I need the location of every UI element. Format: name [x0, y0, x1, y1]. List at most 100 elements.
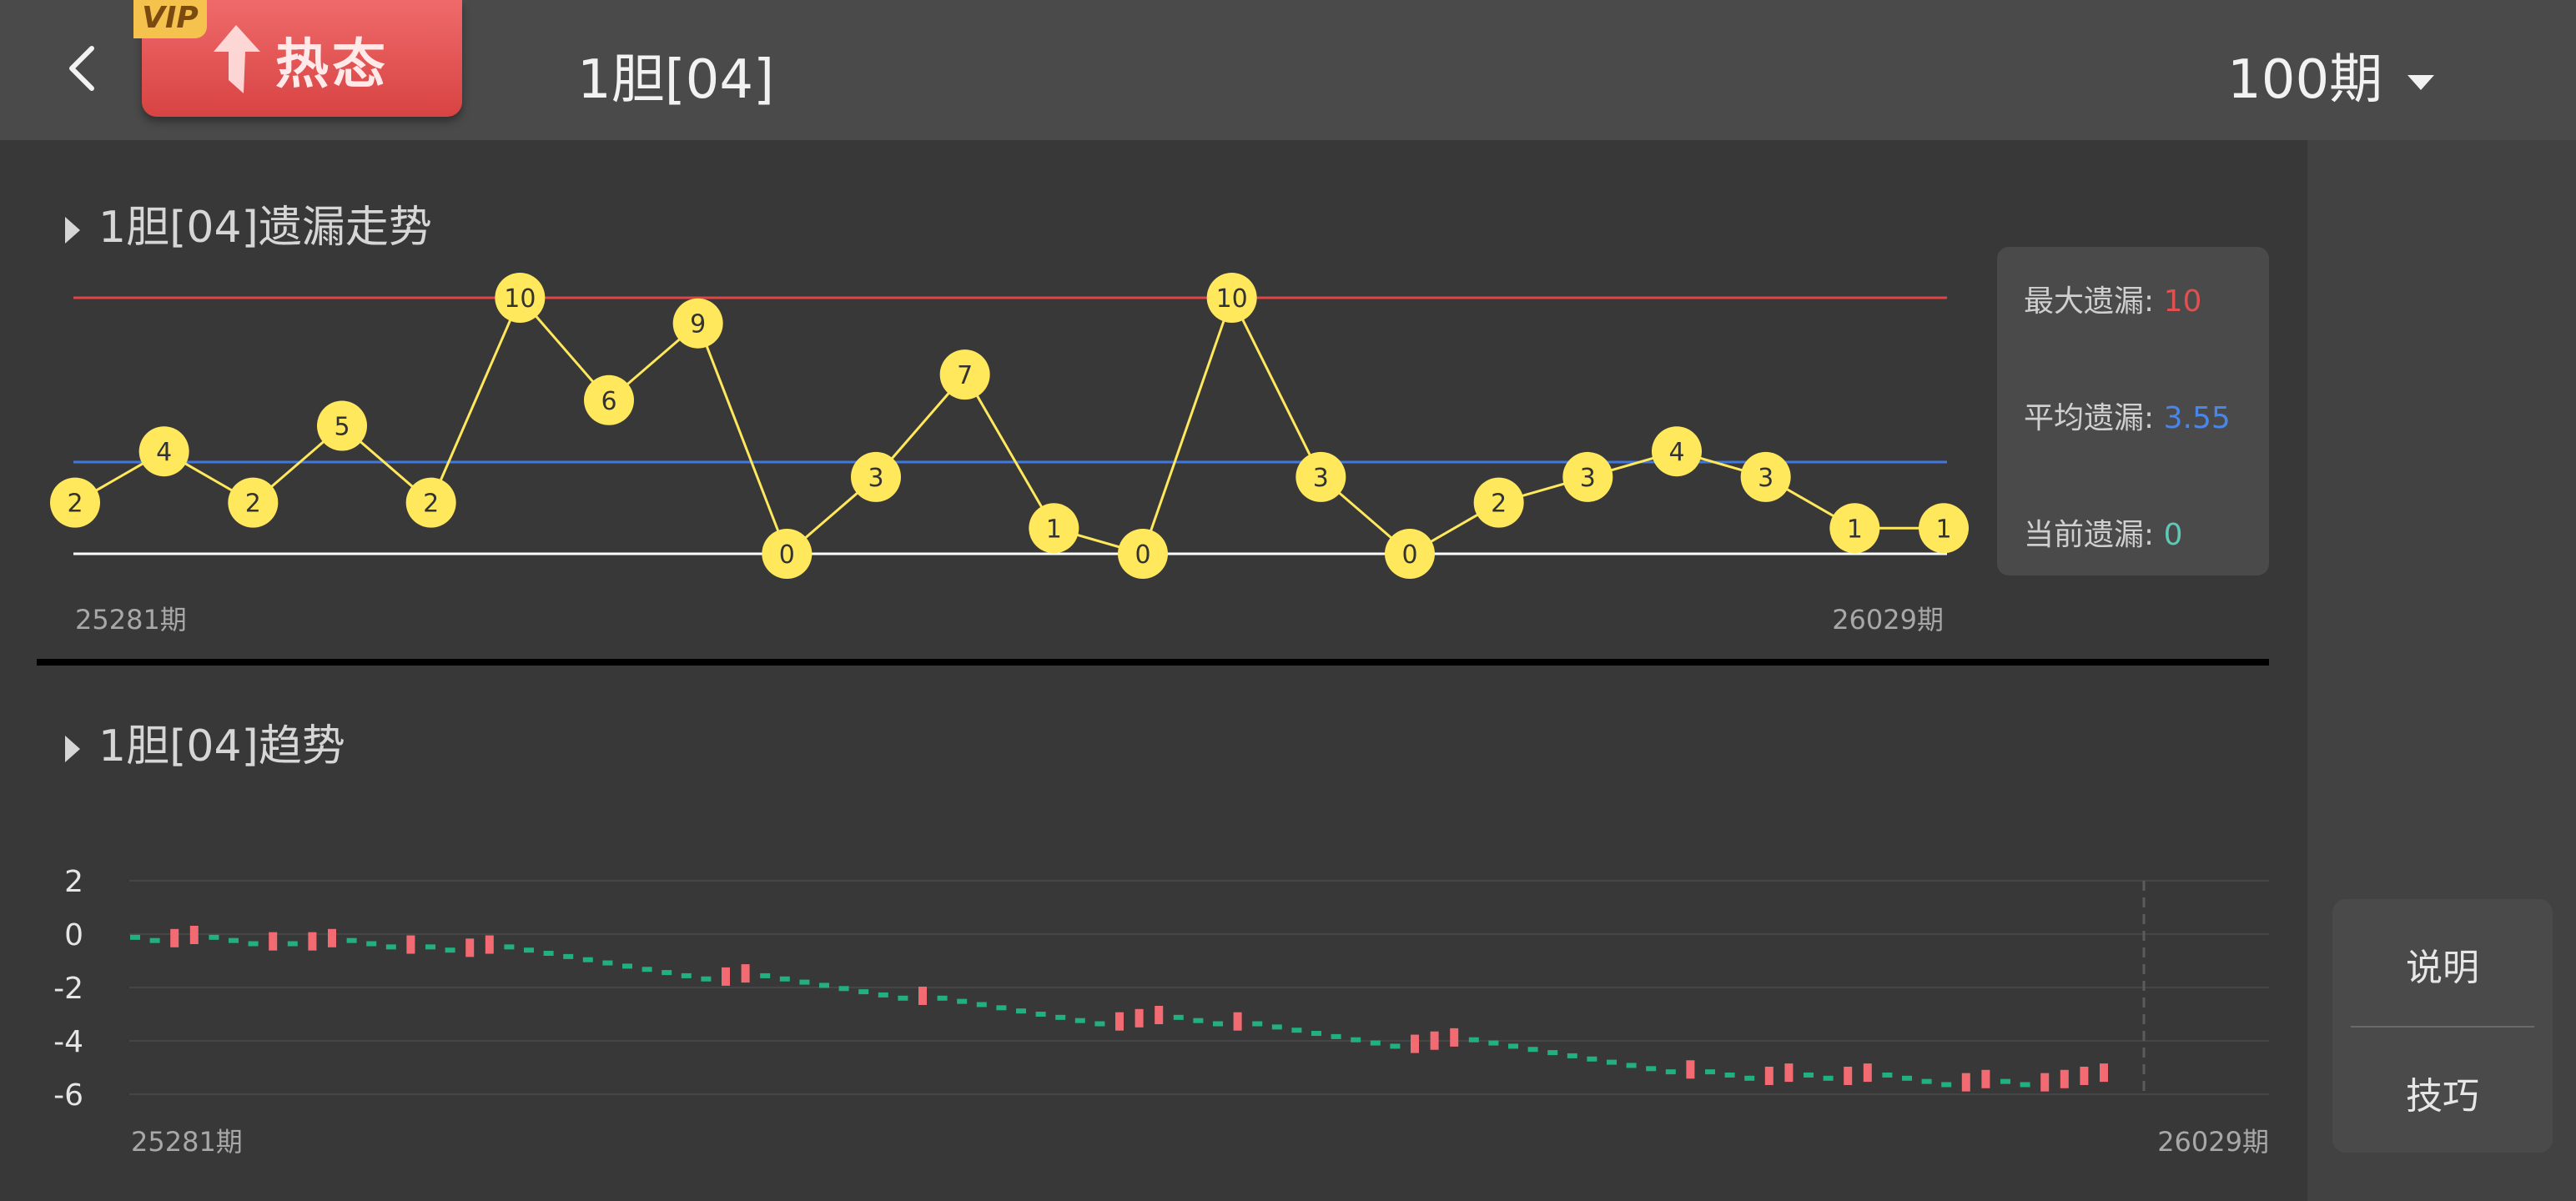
trend-down-mark [1941, 1082, 1952, 1088]
omission-point: 0 [762, 529, 813, 579]
omission-point: 7 [939, 349, 990, 400]
omission-point-marker [1385, 529, 1435, 579]
trend-up-mark [2040, 1073, 2050, 1092]
omission-point: 10 [1206, 273, 1257, 323]
max-omission-label: 最大遗漏: [2024, 284, 2155, 319]
trend-down-mark [1213, 1021, 1223, 1027]
trend-down-mark [1567, 1053, 1577, 1058]
trend-down-mark [1370, 1040, 1381, 1046]
omission-point-marker [1118, 529, 1168, 579]
avg-omission-value: 3.55 [2163, 401, 2231, 435]
arrow-up-icon [214, 25, 260, 93]
side-panel-divider [2351, 1026, 2534, 1028]
omission-point-marker [584, 374, 634, 425]
trend-down-mark [563, 953, 574, 959]
trend-down-mark [602, 960, 613, 966]
period-value: 100期 [2227, 49, 2383, 111]
trend-y-tick: -2 [53, 972, 83, 1006]
omission-point-marker [228, 477, 279, 528]
omission-point-label: 3 [1313, 464, 1329, 493]
trend-down-mark [1074, 1018, 1085, 1023]
trend-down-mark [2000, 1078, 2010, 1084]
trend-down-mark [1035, 1012, 1046, 1017]
trend-down-mark [1351, 1037, 1361, 1043]
trend-down-mark [1547, 1050, 1558, 1056]
trend-down-mark [504, 944, 515, 950]
omission-point-marker [1562, 451, 1613, 502]
trend-up-mark [741, 964, 750, 983]
omission-end-label: 26029期 [1832, 604, 1944, 636]
omission-point-marker [405, 477, 456, 528]
omission-point-label: 2 [1491, 490, 1507, 519]
trend-down-mark [1094, 1021, 1105, 1027]
tips-button[interactable]: 技巧 [2406, 1075, 2479, 1118]
omission-point-label: 1 [1935, 515, 1951, 544]
omission-stats-panel: 最大遗漏: 10 平均遗漏: 3.55 当前遗漏: 0 [1997, 247, 2269, 575]
omission-point-label: 2 [245, 490, 261, 519]
omission-section-title: 1胆[04]遗漏走势 [65, 192, 432, 254]
explanation-button[interactable]: 说明 [2406, 947, 2479, 989]
omission-point-marker [138, 426, 189, 477]
trend-up-mark [170, 928, 179, 947]
trend-down-mark [1291, 1028, 1302, 1033]
omission-point-label: 0 [779, 540, 795, 570]
trend-up-mark [1686, 1060, 1695, 1079]
trend-down-mark [1390, 1043, 1401, 1049]
trend-down-mark [1626, 1063, 1637, 1068]
omission-point: 2 [1473, 477, 1524, 528]
caret-right-icon [65, 217, 80, 244]
trend-down-mark [1311, 1031, 1321, 1037]
trend-down-mark [819, 982, 829, 988]
omission-point-label: 9 [690, 310, 706, 339]
trend-down-mark [2020, 1082, 2030, 1088]
trend-chart: 2 0 -2 -4 -6 25281期 26029期 [53, 865, 2269, 1158]
trend-down-mark [130, 934, 140, 940]
trend-down-mark [779, 976, 790, 982]
omission-point-label: 6 [601, 387, 616, 416]
trend-down-mark [1744, 1075, 1755, 1081]
trend-up-mark [406, 935, 415, 954]
omission-point: 3 [1740, 451, 1791, 502]
trend-down-mark [1331, 1033, 1341, 1039]
omission-segment [430, 297, 521, 504]
omission-point: 2 [405, 477, 456, 528]
chevron-left-icon [69, 46, 94, 91]
omission-segment [1230, 297, 1322, 478]
trend-y-tick: 2 [64, 865, 83, 899]
omission-point: 2 [228, 477, 279, 528]
trend-down-mark [1193, 1018, 1204, 1023]
trend-up-mark [269, 932, 278, 951]
trend-up-mark [465, 938, 475, 957]
omission-segment [697, 323, 788, 555]
trend-up-mark [308, 932, 317, 951]
hot-state-badge[interactable]: 热态 [142, 0, 462, 117]
trend-up-mark [1411, 1034, 1419, 1053]
trend-down-mark [1252, 1021, 1263, 1027]
trend-down-mark [1468, 1037, 1479, 1043]
trend-up-mark [2080, 1066, 2089, 1085]
trend-down-mark [209, 934, 219, 940]
trend-up-mark [485, 935, 494, 954]
side-button-panel: 说明 技巧 [2332, 899, 2553, 1153]
trend-down-mark [366, 941, 377, 947]
trend-up-mark [1430, 1031, 1439, 1050]
omission-start-label: 25281期 [75, 604, 187, 636]
omission-segment [1141, 297, 1234, 555]
omission-point-marker [1829, 503, 1880, 554]
trend-down-mark [858, 989, 869, 995]
trend-down-mark [1902, 1075, 1912, 1081]
back-button[interactable] [50, 35, 117, 102]
omission-point-marker [1029, 503, 1079, 554]
omission-point-label: 2 [423, 490, 439, 519]
omission-point-marker [851, 451, 901, 502]
trend-up-mark [1155, 1006, 1164, 1024]
trend-up-mark [918, 986, 927, 1005]
trend-down-mark [622, 963, 632, 969]
omission-point-label: 10 [1216, 284, 1248, 314]
trend-up-mark [1764, 1066, 1774, 1085]
omission-point: 3 [851, 451, 901, 502]
period-dropdown[interactable]: 100期 [2227, 37, 2435, 113]
omission-point-marker [1740, 451, 1791, 502]
trend-start-label: 25281期 [131, 1126, 243, 1158]
